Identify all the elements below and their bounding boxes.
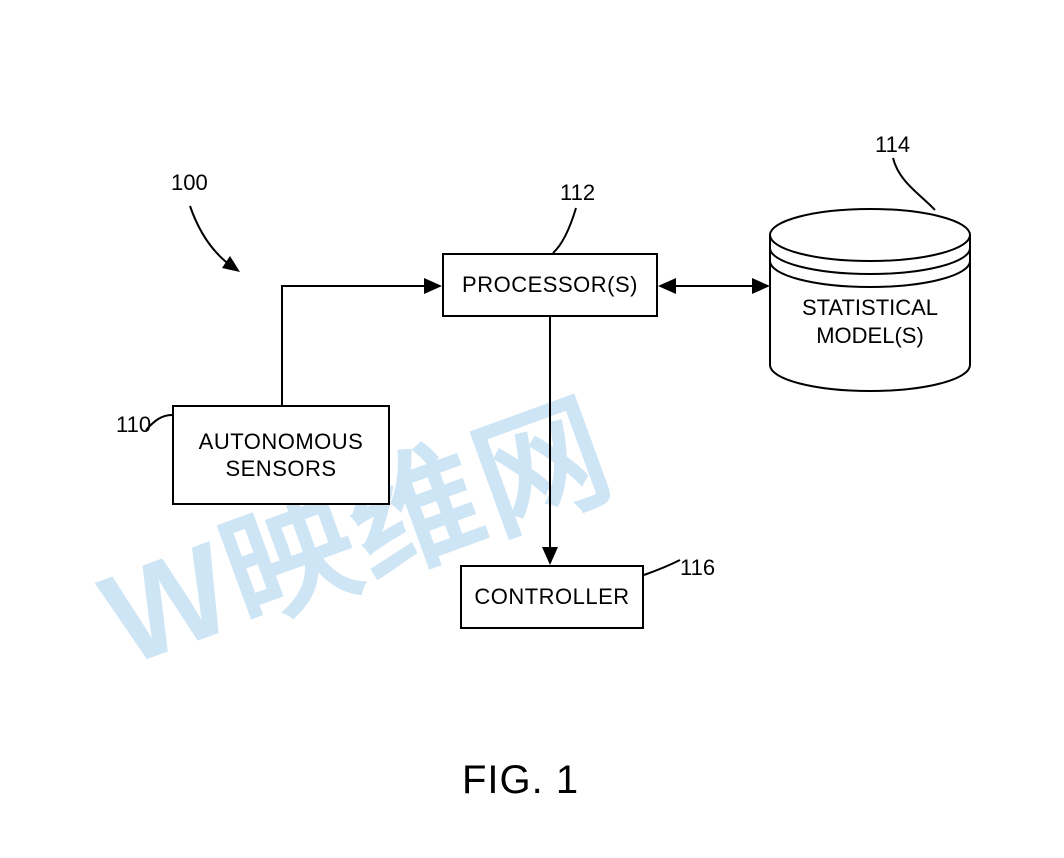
arrowhead-sensors-to-processor xyxy=(424,278,442,294)
ref-116: 116 xyxy=(680,555,715,581)
node-label: CONTROLLER xyxy=(474,583,629,611)
edge-sensors-to-processor xyxy=(282,286,436,405)
watermark: W映维网 xyxy=(74,345,635,702)
node-controller: CONTROLLER xyxy=(460,565,644,629)
arrowhead-to-models xyxy=(752,278,770,294)
leader-100-head xyxy=(222,256,240,272)
diagram-canvas: W映维网 AUTONOMOUS SENSORS PROCESSOR(S) CON… xyxy=(0,0,1064,858)
leader-116 xyxy=(644,560,680,575)
node-statistical-models-label-line1: STATISTICAL xyxy=(802,295,938,320)
ref-100: 100 xyxy=(171,170,208,196)
ref-110: 110 xyxy=(116,412,151,438)
node-processor: PROCESSOR(S) xyxy=(442,253,658,317)
ref-112: 112 xyxy=(560,180,595,206)
node-autonomous-sensors: AUTONOMOUS SENSORS xyxy=(172,405,390,505)
node-statistical-models-cylinder xyxy=(770,209,970,391)
figure-caption: FIG. 1 xyxy=(462,758,579,803)
leader-100 xyxy=(190,206,234,268)
node-statistical-models-label-line2: MODEL(S) xyxy=(816,323,924,348)
node-label: AUTONOMOUS SENSORS xyxy=(199,428,364,483)
arrowhead-to-processor xyxy=(658,278,676,294)
leader-112 xyxy=(553,208,576,253)
leader-114 xyxy=(893,158,935,210)
node-label: PROCESSOR(S) xyxy=(462,271,638,299)
ref-114: 114 xyxy=(875,132,910,158)
